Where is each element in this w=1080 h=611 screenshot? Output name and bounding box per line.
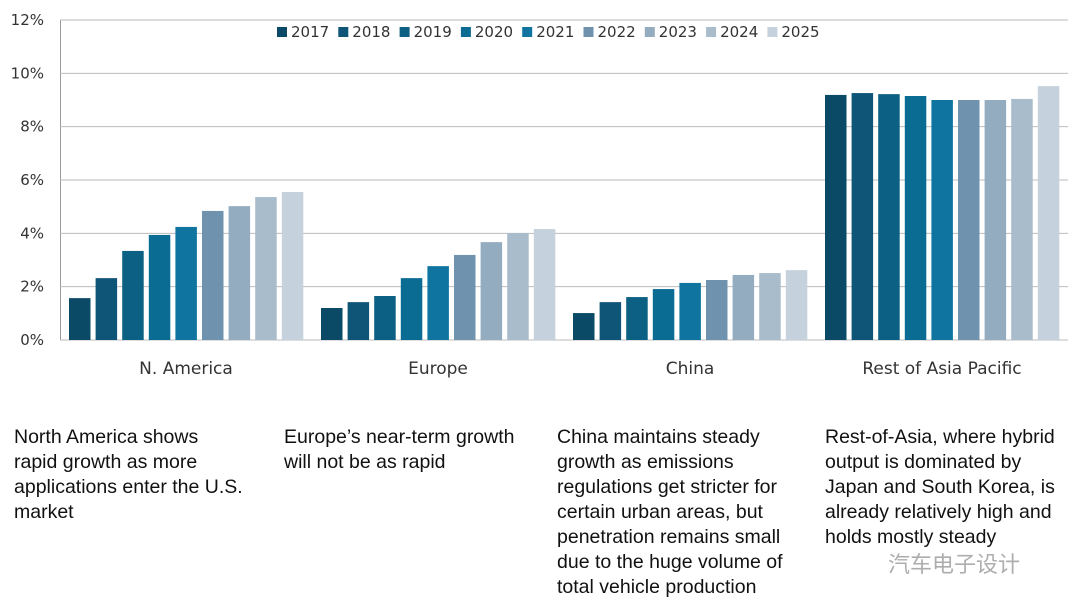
bar bbox=[626, 297, 648, 340]
legend-swatch bbox=[706, 27, 717, 37]
bar bbox=[652, 289, 675, 340]
bar bbox=[175, 226, 197, 340]
x-tick-label: Rest of Asia Pacific bbox=[862, 359, 1021, 379]
legend-label: 2019 bbox=[414, 23, 452, 41]
y-tick-label: 4% bbox=[20, 224, 44, 242]
y-tick-label: 6% bbox=[20, 171, 44, 189]
y-tick-label: 2% bbox=[20, 278, 44, 296]
annotation-line: will not be as rapid bbox=[283, 451, 446, 473]
bar bbox=[321, 308, 343, 340]
legend-label: 2025 bbox=[781, 23, 819, 41]
bar bbox=[533, 229, 556, 340]
y-tick-label: 0% bbox=[20, 331, 44, 349]
bar bbox=[122, 250, 144, 340]
annotation-line: due to the huge volume of bbox=[557, 551, 783, 573]
bar bbox=[480, 242, 503, 340]
annotation-line: North America shows bbox=[14, 426, 198, 448]
bar bbox=[454, 254, 476, 340]
legend-swatch bbox=[583, 27, 594, 37]
bar bbox=[427, 266, 449, 340]
x-tick-label: N. America bbox=[139, 359, 233, 379]
bar bbox=[732, 274, 755, 340]
bar bbox=[1011, 98, 1033, 340]
bar bbox=[785, 270, 808, 340]
x-tick-label: Europe bbox=[408, 359, 468, 379]
annotation-line: growth as emissions bbox=[557, 451, 734, 473]
y-tick-label: 8% bbox=[20, 118, 44, 136]
legend-swatch bbox=[460, 27, 471, 37]
annotation-line: market bbox=[14, 501, 74, 523]
annotation-line: regulations get stricter for bbox=[557, 476, 778, 498]
legend-swatch bbox=[338, 27, 349, 37]
legend-label: 2020 bbox=[475, 23, 513, 41]
bar bbox=[904, 96, 927, 340]
legend-label: 2018 bbox=[352, 23, 390, 41]
legend-label: 2024 bbox=[720, 23, 758, 41]
annotation-line: Japan and South Korea, is bbox=[825, 476, 1055, 498]
annotation-line: already relatively high and bbox=[825, 501, 1052, 523]
bar bbox=[95, 278, 118, 340]
bar bbox=[148, 234, 171, 340]
bar bbox=[851, 93, 874, 340]
bar bbox=[1037, 86, 1060, 340]
y-tick-label: 10% bbox=[11, 64, 44, 82]
bar bbox=[706, 280, 728, 340]
annotation-line: Europe’s near-term growth bbox=[284, 426, 515, 448]
bar bbox=[984, 100, 1007, 340]
bar bbox=[825, 94, 847, 340]
bar bbox=[679, 282, 701, 340]
annotation-line: holds mostly steady bbox=[825, 526, 996, 548]
bar bbox=[759, 273, 781, 340]
legend-label: 2022 bbox=[598, 23, 636, 41]
legend-label: 2023 bbox=[659, 23, 697, 41]
bar bbox=[255, 197, 277, 340]
y-tick-label: 12% bbox=[11, 11, 44, 29]
bar bbox=[573, 313, 595, 340]
legend-swatch bbox=[767, 27, 778, 37]
annotation-line: total vehicle production bbox=[557, 576, 756, 598]
annotation-line: certain urban areas, but bbox=[557, 501, 764, 523]
x-tick-label: China bbox=[666, 359, 715, 379]
annotation-line: penetration remains small bbox=[557, 526, 780, 548]
bar bbox=[958, 100, 980, 340]
bar bbox=[228, 206, 251, 340]
bar bbox=[507, 233, 529, 340]
bar bbox=[347, 302, 370, 340]
bar bbox=[878, 94, 900, 340]
bar bbox=[400, 278, 423, 340]
legend-swatch bbox=[644, 27, 655, 37]
watermark: 汽车电子设计 bbox=[888, 552, 1020, 577]
legend-label: 2021 bbox=[536, 23, 574, 41]
legend-swatch bbox=[399, 27, 410, 37]
bar bbox=[599, 302, 622, 340]
bar bbox=[281, 192, 304, 340]
bar bbox=[374, 296, 396, 340]
legend-swatch bbox=[277, 27, 287, 37]
bar bbox=[931, 100, 953, 340]
annotation-line: China maintains steady bbox=[557, 426, 760, 448]
legend-swatch bbox=[522, 27, 533, 37]
bar bbox=[202, 210, 224, 340]
bar bbox=[69, 298, 91, 340]
annotation-line: applications enter the U.S. bbox=[14, 476, 243, 498]
annotation-line: output is dominated by bbox=[825, 451, 1021, 473]
legend-label: 2017 bbox=[291, 23, 329, 41]
annotation-line: Rest-of-Asia, where hybrid bbox=[825, 426, 1055, 448]
annotation-line: rapid growth as more bbox=[14, 451, 197, 473]
